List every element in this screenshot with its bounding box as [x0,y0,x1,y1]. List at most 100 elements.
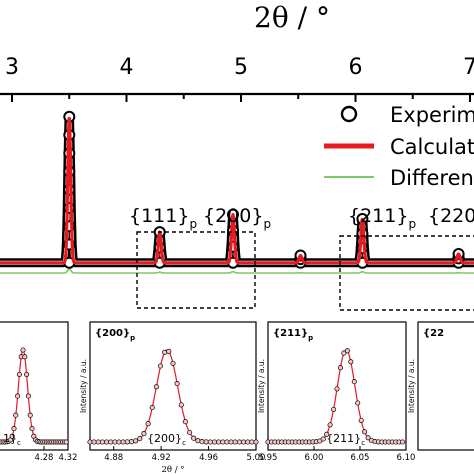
main-x-tick-label-3: 6 [349,55,363,80]
dashed-box-111-200 [136,231,256,309]
series-difference-line [0,268,474,274]
inset-2-frame [89,321,257,451]
inset-2-point [108,439,114,445]
inset-2-point [191,435,197,441]
inset-3-point [327,422,333,428]
main-x-tick-label-1: 4 [120,55,134,80]
legend-label-calculated: Calculat [390,135,474,159]
annotation-220: {220 [428,205,474,227]
experimental-point-peak0-4 [63,183,76,196]
inset-2-point [236,439,242,445]
inset-2-point [216,439,222,445]
inset-1-point [20,347,26,353]
inset-3-point [334,386,340,392]
inset-2-point [178,402,184,408]
inset-3-point [400,439,406,445]
inset-2-point [120,439,126,445]
inset-2-corner-label: {200}p [95,328,135,342]
inset-2-point [104,439,110,445]
inset-1-point [9,433,15,439]
legend: Experim Calculat Differen [324,103,474,190]
main-x-axis: 2θ / ° 3 4 5 6 7 [0,1,474,102]
inset-3-point [331,406,337,412]
inset-2-point [116,439,122,445]
inset-3-tick-label-0: 5.95 [259,453,278,463]
inset-2-point [141,431,147,437]
inset-3: 5.95 6.00 6.05 6.10 {211}p {211}c Intensity / … [257,321,416,463]
main-x-tick-label-2: 5 [234,55,248,80]
inset-1-peak-label: 1}c [3,432,21,447]
inset-2-point [112,439,118,445]
inset-1-point [11,426,17,432]
inset-3-point [320,436,326,442]
inset-3-tick-label-1: 6.00 [305,453,324,463]
inset-2-point [220,439,226,445]
inset-2-point [162,349,168,355]
inset-1-frame [0,321,69,451]
inset-1-point [27,412,33,418]
inset-2-point [203,439,209,445]
inset-3-point [341,350,347,356]
main-x-tick-label-4: 7 [463,55,474,80]
inset-2-point [153,384,159,390]
inset-2-point [199,439,205,445]
inset-3-peak-label: {211}c [326,432,365,447]
inset-2-point [240,439,247,445]
inset-4-frame [417,321,474,451]
inset-2-tick-label-0: 4.88 [104,453,123,463]
legend-label-difference: Differen [390,166,474,190]
inset-2-peak-label: {200}c [147,432,186,447]
legend-marker-experimental [340,105,358,123]
inset-2-point [124,439,130,445]
main-x-tick-label-0: 3 [5,55,19,80]
main-x-axis-title: 2θ / ° [254,1,330,34]
inset-2-point [187,429,193,436]
inset-2-tick-label-2: 4.96 [199,453,218,463]
inset-2-point [157,363,164,369]
inset-1-point [13,412,19,418]
inset-2-point [145,421,151,427]
annotation-200: {200}p [203,205,271,231]
inset-2-point [170,360,176,366]
inset-4-corner-label: {22 [423,328,444,339]
inset-2-point [91,439,97,445]
inset-3-corner-label: {211}p [273,328,313,342]
inset-3-y-label: Intensity / a.u. [257,359,266,413]
inset-1-point [24,371,30,377]
inset-2-point [87,439,93,445]
inset-2-y-label: Intensity / a.u. [79,359,88,413]
inset-panels: 4.28 4.32 1}c 4.88 4.92 4.96 5.00 {200}p {200}c I… [0,321,474,474]
inset-1-point [63,439,69,445]
inset-3-point [324,431,330,437]
annotation-211: {211}p [348,205,416,231]
inset-2-point [195,438,201,444]
inset-2: 4.88 4.92 4.96 5.00 {200}p {200}c Intensity / … [79,321,265,474]
inset-2-point [137,436,143,442]
inset-2-point [95,439,101,445]
inset-2-point [174,381,180,387]
annotation-111: {111}p [129,205,197,231]
inset-4: {22 Intensity / a.u. [407,321,474,451]
inset-2-point [149,405,155,411]
inset-3-point [365,435,371,441]
inset-3-tick-label-3: 6.10 [397,453,416,463]
inset-3-frame [267,321,407,451]
series-calculated-line [0,116,474,265]
inset-1: 4.28 4.32 1}c [0,321,78,463]
inset-2-point [166,348,172,354]
main-plot-area [0,110,474,274]
inset-3-tick-label-2: 6.05 [351,453,370,463]
inset-2-point [182,419,188,425]
inset-1-point [16,371,22,377]
inset-2-tick-label-1: 4.92 [152,453,171,463]
inset-1-point [15,393,21,399]
inset-1-tick-label-0: 4.28 [35,453,54,463]
inset-3-point [358,417,364,423]
inset-2-point [249,439,255,445]
inset-2-point [99,439,105,445]
inset-2-point [224,439,230,445]
inset-1-point [25,393,31,399]
inset-2-point [228,439,234,445]
inset-1-tick-label-1: 4.32 [59,453,78,463]
